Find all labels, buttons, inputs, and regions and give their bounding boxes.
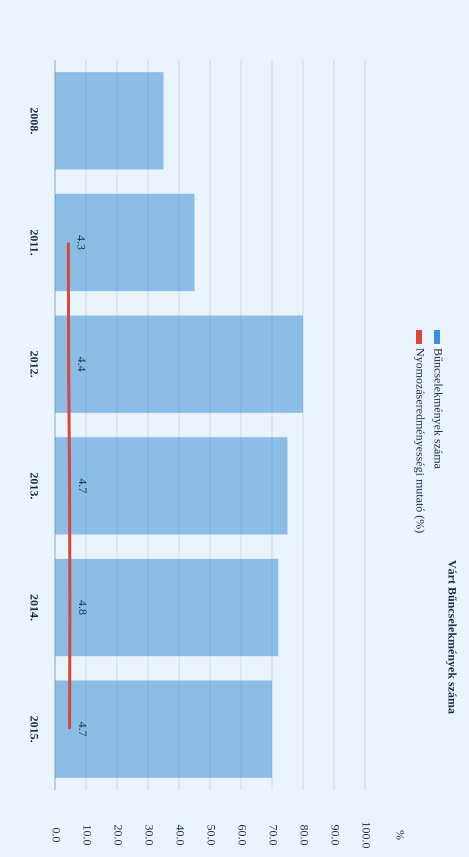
x-tick-label: 2015. <box>27 716 41 743</box>
bar <box>55 558 279 657</box>
data-label: 4.3 <box>75 235 89 250</box>
x-tick-label: 2012. <box>27 351 41 378</box>
x-tick-label: 2013. <box>27 472 41 499</box>
y-tick-label: 0.0 <box>49 828 63 843</box>
data-label: 4.4 <box>75 357 89 372</box>
bar <box>55 72 164 170</box>
y-tick-label: 10.0 <box>80 825 94 846</box>
data-label: 4.7 <box>76 722 90 737</box>
data-label: 4.7 <box>76 478 90 493</box>
bar <box>55 680 272 778</box>
y-tick-label: 80.0 <box>297 825 311 846</box>
legend-label: Nyomozáseredményességi mutató (%) <box>413 348 427 533</box>
line <box>66 242 72 730</box>
legend-label: Bűncselekmények száma <box>431 348 445 470</box>
annotation: Várt Bűncselekmények száma <box>445 560 459 714</box>
y-tick-label: 60.0 <box>235 825 249 846</box>
y-tick-label: 90.0 <box>328 825 342 846</box>
x-tick-label: 2014. <box>27 594 41 621</box>
bar <box>55 437 288 535</box>
x-tick-label: 2008. <box>27 107 41 134</box>
y-axis-label: % <box>393 830 407 840</box>
y-tick-label: 40.0 <box>173 825 187 846</box>
rotated-chart: Várt Bűncselekmények száma % 0.0 10.0 20.0… <box>27 60 459 849</box>
bar <box>55 315 303 413</box>
legend-swatch <box>416 330 422 344</box>
x-tick-label: 2011. <box>27 229 41 255</box>
bar <box>55 193 195 292</box>
legend-swatch <box>434 330 440 344</box>
y-tick-label: 50.0 <box>204 825 218 846</box>
y-tick-label: 30.0 <box>142 825 156 846</box>
y-tick-label: 20.0 <box>111 825 125 846</box>
y-tick-label: 100.0 <box>359 822 373 849</box>
y-tick-label: 70.0 <box>266 825 280 846</box>
data-label: 4.8 <box>76 600 90 615</box>
